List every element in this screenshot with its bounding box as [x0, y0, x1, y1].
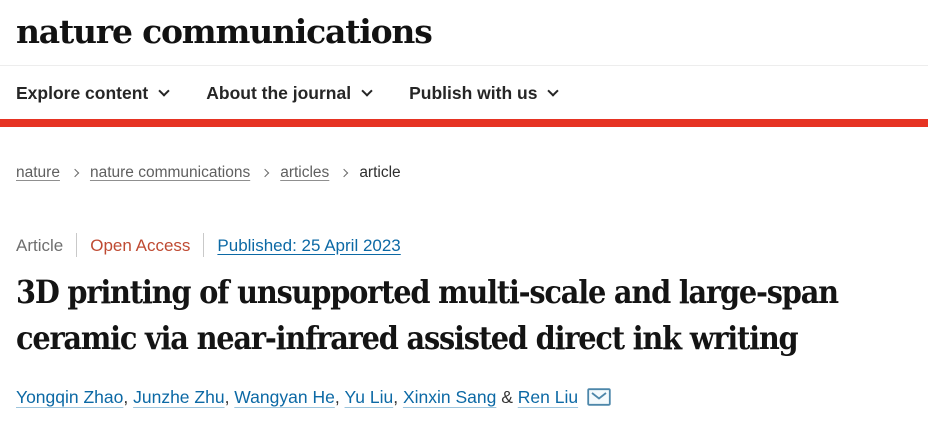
masthead: nature communications	[0, 0, 928, 66]
email-icon[interactable]	[587, 388, 611, 406]
breadcrumb-link-articles[interactable]: articles	[280, 164, 330, 181]
meta-divider	[76, 233, 78, 257]
author-separator: ,	[224, 386, 235, 407]
accent-bar	[0, 119, 928, 127]
chevron-down-icon	[158, 85, 170, 97]
author-separator: ,	[334, 386, 345, 407]
article-meta: Article Open Access Published: 25 April …	[16, 233, 912, 257]
nav-item-explore-content[interactable]: Explore content	[16, 82, 170, 104]
nav-item-label: Explore content	[16, 83, 149, 103]
article-title: 3D printing of unsupported multi-scale a…	[16, 273, 839, 358]
journal-logo[interactable]: nature communications	[16, 12, 433, 51]
chevron-right-icon	[70, 168, 80, 178]
chevron-right-icon	[260, 168, 270, 178]
nav-item-label: Publish with us	[409, 83, 538, 103]
author-link-yu-liu[interactable]: Yu Liu	[344, 386, 394, 407]
nav-item-about-the-journal[interactable]: About the journal	[206, 82, 373, 104]
author-link-junzhe-zhu[interactable]: Junzhe Zhu	[133, 386, 225, 407]
breadcrumb-link-nature[interactable]: nature	[16, 164, 60, 181]
author-separator: ,	[393, 386, 403, 407]
chevron-down-icon	[547, 85, 560, 97]
author-link-ren-liu[interactable]: Ren Liu	[517, 386, 579, 407]
main-nav: Explore content About the journal Publish …	[0, 66, 928, 119]
breadcrumb-current: article	[359, 164, 401, 181]
author-link-wangyan-he[interactable]: Wangyan He	[234, 386, 335, 407]
published-date-link[interactable]: Published: 25 April 2023	[217, 235, 401, 255]
breadcrumb: nature nature communications articles artic…	[16, 163, 912, 183]
breadcrumb-link-nature-communications[interactable]: nature communications	[89, 164, 251, 181]
site-header: nature communications Explore content Abo…	[0, 0, 928, 127]
nav-item-label: About the journal	[206, 83, 352, 103]
author-list: Yongqin Zhao, Junzhe Zhu, Wangyan He, Yu…	[16, 386, 912, 409]
author-link-xinxin-sang[interactable]: Xinxin Sang	[402, 386, 497, 407]
author-separator: ,	[123, 386, 134, 407]
nav-item-publish-with-us[interactable]: Publish with us	[409, 82, 560, 104]
article-type-label: Article	[16, 235, 64, 255]
meta-divider	[203, 233, 205, 257]
chevron-right-icon	[340, 168, 349, 178]
author-link-yongqin-zhao[interactable]: Yongqin Zhao	[16, 386, 124, 407]
author-separator: &	[496, 386, 518, 407]
chevron-down-icon	[361, 85, 373, 97]
open-access-label: Open Access	[90, 235, 191, 255]
